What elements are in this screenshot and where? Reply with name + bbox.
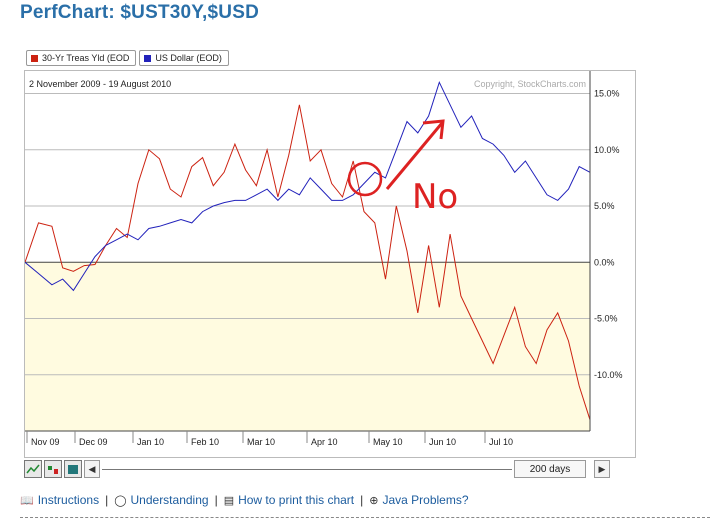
- days-selector[interactable]: 200 days: [514, 460, 586, 478]
- grid: [25, 93, 590, 376]
- y-tick-label: -5.0%: [594, 314, 618, 324]
- link-separator: |: [105, 493, 109, 507]
- copyright: Copyright, StockCharts.com: [474, 79, 586, 89]
- annotation-circle: [347, 161, 383, 197]
- y-tick-label: 5.0%: [594, 201, 615, 211]
- lightbulb-icon: ◯: [114, 494, 127, 507]
- help-links: 📖 Instructions | ◯ Understanding | ▤ How…: [20, 493, 469, 507]
- line-chart-button[interactable]: [24, 460, 42, 478]
- link-separator: |: [214, 493, 218, 507]
- chart-legend: 30-Yr Treas Yld (EOD US Dollar (EOD): [26, 50, 232, 66]
- bottom-divider: [20, 517, 710, 518]
- scroll-left-button[interactable]: ◀: [84, 460, 100, 478]
- x-tick-label: Feb 10: [191, 437, 219, 447]
- legend-item-treasury[interactable]: 30-Yr Treas Yld (EOD: [26, 50, 137, 66]
- series-group: [25, 80, 591, 420]
- y-tick-label: 15.0%: [594, 89, 620, 99]
- negative-region-shading: [25, 262, 590, 431]
- x-tick-label: Jun 10: [429, 437, 456, 447]
- histogram-icon: [48, 466, 58, 474]
- date-range-slider[interactable]: [102, 468, 512, 470]
- understanding-link[interactable]: Understanding: [130, 493, 209, 507]
- x-tick-label: Nov 09: [31, 437, 60, 447]
- y-tick-label: 10.0%: [594, 145, 620, 155]
- link-separator: |: [360, 493, 364, 507]
- line-chart-icon: [26, 464, 40, 474]
- annotation-arrow-line: [385, 122, 444, 190]
- java-problems-link[interactable]: Java Problems?: [382, 493, 469, 507]
- scroll-right-button[interactable]: ▶: [594, 460, 610, 478]
- y-tick-label: 0.0%: [594, 257, 615, 267]
- x-tick-label: Jul 10: [489, 437, 513, 447]
- how-to-print-link[interactable]: How to print this chart: [238, 493, 355, 507]
- date-range: 2 November 2009 - 19 August 2010: [29, 79, 171, 89]
- x-tick-label: May 10: [373, 437, 403, 447]
- annotation-text: No: [412, 177, 458, 217]
- histogram-button[interactable]: [44, 460, 62, 478]
- chart-toolbar: ◀ 200 days ▶: [24, 458, 634, 480]
- book-icon: 📖: [20, 494, 34, 507]
- x-tick-label: Jan 10: [137, 437, 164, 447]
- area-chart-button[interactable]: [64, 460, 82, 478]
- area-chart-icon: [68, 465, 78, 474]
- legend-swatch-dollar: [144, 54, 152, 62]
- page-title: PerfChart: $UST30Y,$USD: [20, 2, 260, 23]
- hand-annotation: No: [347, 119, 458, 217]
- x-tick-label: Mar 10: [247, 437, 275, 447]
- treasury-yield-line: [25, 104, 591, 420]
- instructions-link[interactable]: Instructions: [37, 493, 100, 507]
- us-dollar-line: [25, 80, 591, 292]
- x-tick-label: Apr 10: [311, 437, 338, 447]
- x-axis: Nov 09 Dec 09 Jan 10 Feb 10 Mar 10 Apr 10 May …: [26, 431, 513, 447]
- legend-swatch-treasury: [31, 54, 38, 62]
- annotation-arrow-head: [422, 119, 445, 140]
- legend-label-dollar: US Dollar (EOD): [155, 53, 222, 63]
- y-axis: 15.0% 10.0% 5.0% 0.0% -5.0% -10.0%: [594, 89, 623, 380]
- perf-chart: 2 November 2009 - 19 August 2010 Copyrig…: [25, 71, 623, 447]
- y-tick-label: -10.0%: [594, 370, 623, 380]
- legend-label-treasury: 30-Yr Treas Yld (EOD: [42, 53, 130, 63]
- printer-icon: ▤: [223, 494, 235, 507]
- plus-icon: ⊕: [369, 494, 379, 507]
- x-tick-label: Dec 09: [79, 437, 108, 447]
- right-arrow-icon: ▶: [598, 463, 606, 474]
- chart-area: 2 November 2009 - 19 August 2010 Copyrig…: [24, 70, 636, 458]
- left-arrow-icon: ◀: [88, 463, 96, 474]
- legend-item-dollar[interactable]: US Dollar (EOD): [139, 50, 229, 66]
